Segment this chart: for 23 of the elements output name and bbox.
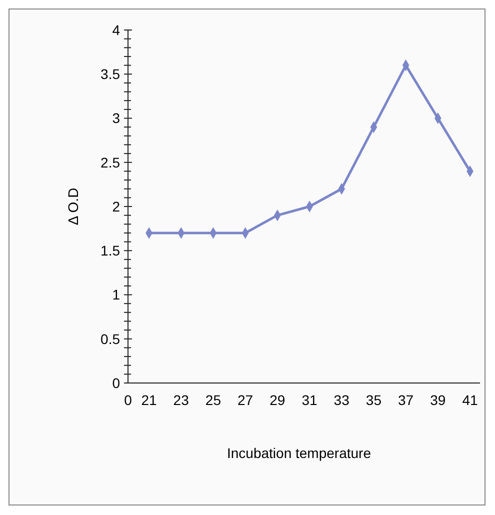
x-tick-label: 27	[238, 392, 254, 408]
x-axis-title: Incubation temperature	[227, 445, 372, 461]
x-tick-label: 31	[302, 392, 318, 408]
x-tick-label: 21	[141, 392, 157, 408]
x-tick-label: 23	[173, 392, 190, 408]
y-tick-label: 0.5	[100, 330, 120, 347]
y-tick-label: 1.5	[100, 242, 120, 259]
x-tick-label: 35	[366, 392, 382, 408]
x-tick-label: 29	[270, 392, 286, 408]
x-tick-label: 33	[334, 392, 350, 408]
y-tick-label: 4	[112, 22, 120, 38]
y-axis-title: Δ O.D	[65, 188, 81, 226]
x-tick-label: 25	[205, 392, 222, 408]
x-tick-label: 37	[398, 392, 414, 408]
y-tick-label: 1	[112, 286, 120, 303]
y-tick-label: 3.5	[100, 66, 120, 82]
y-tick-label: 3	[112, 110, 120, 126]
x-tick-label: 39	[430, 392, 446, 408]
x-tick-label: 0	[124, 392, 132, 408]
x-tick-label: 41	[462, 392, 478, 408]
y-tick-label: 2.5	[100, 154, 120, 170]
y-tick-label: 2	[112, 198, 120, 214]
y-tick-label: 0	[112, 374, 120, 391]
